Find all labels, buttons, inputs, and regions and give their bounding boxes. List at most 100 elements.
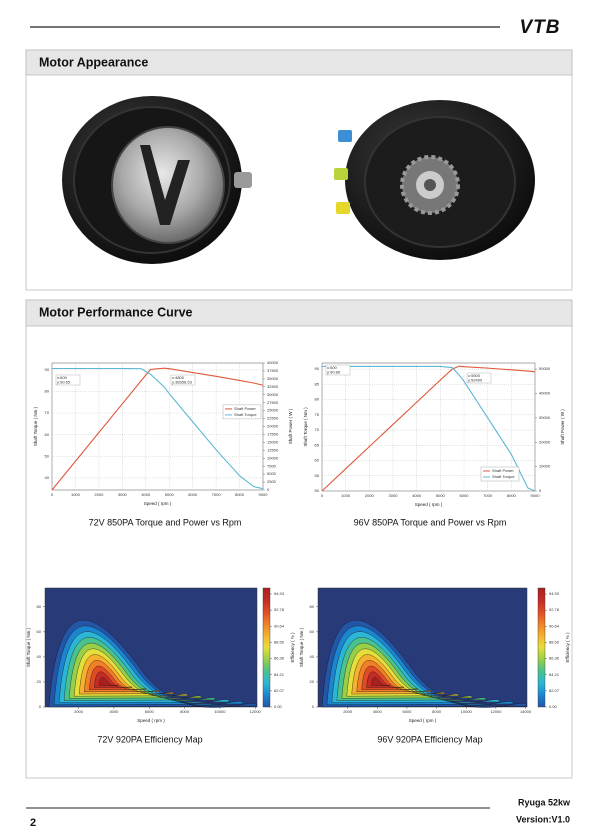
y2-axis-label: Shaft Power ( W ) [560,409,565,445]
x-tick-label: 4000 [141,492,151,497]
y2-tick-label: 15000 [267,439,279,444]
y-tick-label: 20 [310,679,315,684]
x-tick-label: 2000 [343,709,353,714]
series-line [321,365,536,492]
y-axis-label: Shaft Torque ( Nm ) [26,627,31,667]
y-tick-label: 60 [310,629,315,634]
colorbar-tick-label: 86.36 [549,656,560,661]
y2-tick-label: 25000 [267,408,279,413]
y-tick-label: 20 [37,679,42,684]
colorbar-tick-label: 92.78 [549,607,560,612]
x-tick-label: 8000 [507,493,517,498]
x-tick-label: 1000 [341,493,351,498]
y-tick-label: 85 [315,381,320,386]
colorbar-tick-label: 90.64 [549,623,560,628]
y2-tick-label: 7500 [267,463,277,468]
y-tick-label: 60 [37,629,42,634]
y2-tick-label: 0 [267,487,270,492]
x-tick-label: 10000 [214,709,226,714]
section-header [25,299,573,327]
y2-tick-label: 10000 [267,455,279,460]
x-tick-label: 4000 [109,709,119,714]
y-tick-label: 40 [310,654,315,659]
chart-caption: 96V 920PA Efficiency Map [377,734,482,744]
annotation-text: x:5500 [468,373,481,378]
x-tick-label: 4000 [373,709,383,714]
x-tick-label: 12000 [250,709,262,714]
y2-tick-label: 20000 [267,424,279,429]
legend-label: Shaft Torque [492,474,515,479]
x-tick-label: 6000 [145,709,155,714]
y-tick-label: 75 [315,412,320,417]
series-line [322,365,536,492]
colorbar-label: Efficiency ( % ) [565,632,570,662]
colorbar-tick-label: 94.93 [549,591,560,596]
y2-tick-label: 32500 [267,384,279,389]
x-tick-label: 6000 [460,493,470,498]
y2-tick-label: 2500 [267,479,277,484]
x-axis-label: Speed ( rpm ) [144,501,172,506]
legend-label: Shaft Power [492,468,514,473]
annotation-text: y:38356.53 [172,380,193,385]
y2-tick-label: 35000 [267,376,279,381]
y-tick-label: 80 [315,397,320,402]
x-tick-label: 9000 [531,493,541,498]
y2-tick-label: 40000 [267,360,279,365]
x-tick-label: 8000 [432,709,442,714]
colorbar-tick-label: 90.64 [274,623,285,628]
x-tick-label: 14000 [520,709,532,714]
x-tick-label: 3000 [118,492,128,497]
colorbar-tick-label: 82.07 [549,688,560,693]
colorbar [537,587,546,708]
x-tick-label: 7000 [483,493,493,498]
motor-image-front [62,96,252,264]
y-tick-label: 40 [37,654,42,659]
legend-box [222,404,262,420]
y-tick-label: 60 [45,432,50,437]
y2-tick-label: 10000 [539,464,551,469]
series-line [52,367,264,490]
y-tick-label: 90 [45,367,50,372]
y2-axis-label: Shaft Power ( W ) [288,408,293,444]
y-tick-label: 90 [315,366,320,371]
annotation-box [55,374,81,386]
annotation-text: y:52400 [468,378,483,383]
x-tick-label: 7000 [212,492,222,497]
colorbar-tick-label: 84.21 [549,672,560,677]
x-tick-label: 10000 [461,709,473,714]
x-tick-label: 5000 [165,492,175,497]
y-tick-label: 80 [37,604,42,609]
y2-tick-label: 5000 [267,471,277,476]
x-tick-label: 6000 [402,709,412,714]
annotation-text: y:90.65 [57,380,71,385]
colorbar-tick-label: 86.36 [274,656,285,661]
x-tick-label: 12000 [490,709,502,714]
x-tick-label: 4000 [412,493,422,498]
y2-tick-label: 12500 [267,447,279,452]
y-tick-label: 70 [315,427,320,432]
y-tick-label: 55 [315,473,320,478]
model-name: Ryuga 52kw [518,797,571,807]
series-line [51,367,264,491]
x-tick-label: 2000 [365,493,375,498]
y-tick-label: 40 [45,475,50,480]
colorbar-tick-label: 88.50 [549,639,560,644]
y2-tick-label: 27500 [267,400,279,405]
logo: VTB [520,17,561,38]
colorbar-tick-label: 82.07 [274,688,285,693]
x-tick-label: 2000 [74,709,84,714]
y2-tick-label: 30000 [267,392,279,397]
annotation-text: x:4800 [172,375,185,380]
x-tick-label: 0 [51,492,54,497]
x-tick-label: 2000 [94,492,104,497]
section-header [25,49,573,76]
annotation-text: y:90.86 [327,370,341,375]
y-axis-label: Shaft Torque ( Nm ) [303,407,308,447]
y2-tick-label: 37500 [267,368,279,373]
section-title: Motor Performance Curve [39,305,193,319]
x-tick-label: 5000 [436,493,446,498]
contour-band [371,677,391,686]
chart-caption: 72V 850PA Torque and Power vs Rpm [89,517,242,527]
colorbar-label: Efficiency ( % ) [290,632,295,662]
